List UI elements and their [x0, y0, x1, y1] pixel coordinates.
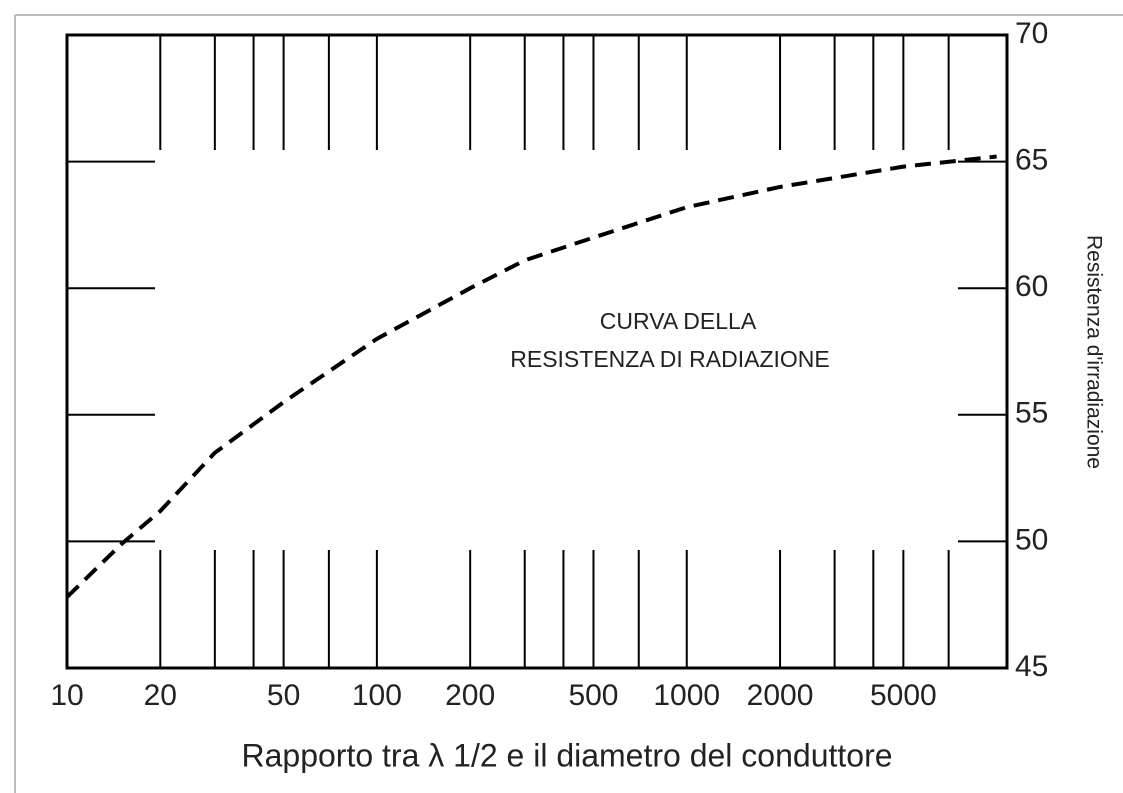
x-tick-label: 200	[445, 679, 495, 712]
x-tick-label: 10	[50, 679, 83, 712]
y-tick-label: 55	[1015, 397, 1048, 430]
plot-border	[65, 33, 1009, 670]
annotation: CURVA DELLA	[600, 308, 757, 334]
y-tick-label: 60	[1015, 270, 1048, 303]
x-tick-label: 500	[568, 679, 618, 712]
y-tick-label: 45	[1015, 650, 1048, 683]
x-tick-label: 50	[267, 679, 300, 712]
x-tick-label: 100	[352, 679, 402, 712]
y-tick-label: 50	[1015, 523, 1048, 556]
x-tick-label: 20	[144, 679, 177, 712]
data-line	[65, 154, 997, 599]
x-axis-label: Rapporto tra λ 1/2 e il diametro del con…	[241, 737, 892, 773]
annotation: RESISTENZA DI RADIAZIONE	[510, 346, 830, 372]
x-tick-label: 5000	[870, 679, 937, 712]
y-tick-label: 65	[1015, 144, 1048, 177]
y-tick-label: 70	[1015, 17, 1048, 50]
x-tick-label: 2000	[747, 679, 814, 712]
x-tick-label: 1000	[653, 679, 720, 712]
y-axis-label: Resistenza d'irradiazione	[1082, 235, 1105, 469]
